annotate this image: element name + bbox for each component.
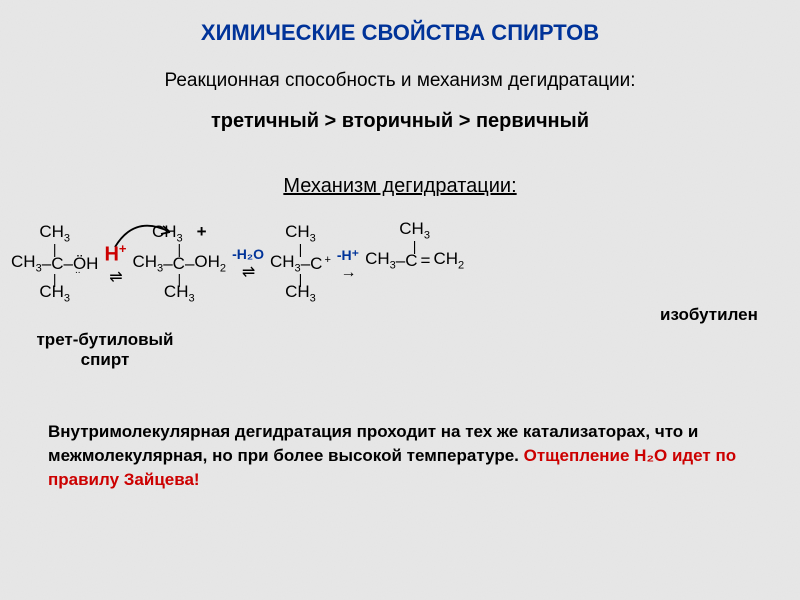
molecule-oxonium: CH3 + | CH3 – C – OH2 | CH3: [132, 223, 226, 306]
atom-ch2: CH2: [433, 250, 464, 272]
hplus-label: H+: [104, 241, 126, 267]
page-title: ХИМИЧЕСКИЕ СВОЙСТВА СПИРТОВ: [0, 20, 800, 46]
atom-c: C: [310, 255, 322, 273]
atom-ch3: CH3: [285, 283, 316, 305]
equilibrium-arrow-icon: ⇌: [109, 267, 121, 287]
reaction-step-dehydration: -H₂O ⇌: [232, 246, 264, 282]
bond-icon: –: [301, 255, 310, 273]
bond-icon: –: [185, 255, 194, 273]
bond-icon: |: [413, 242, 417, 250]
step-label: -H⁺: [337, 247, 359, 264]
molecule-tert-butanol: CH3 | CH3 – C – ÖH.. | CH3: [11, 223, 98, 306]
double-bond-icon: =: [421, 252, 431, 270]
charge-plus-icon: +: [324, 255, 330, 274]
subtitle: Реакционная способность и механизм дегид…: [0, 70, 800, 92]
step-label: -H₂O: [232, 246, 264, 262]
bond-icon: –: [396, 252, 405, 270]
molecule-carbocation: CH3 | CH3 – C + | CH3: [270, 223, 331, 306]
mechanism-heading: Механизм дегидратации:: [0, 175, 800, 198]
reaction-scheme: CH3 | CH3 – C – ÖH.. | CH3 H+ ⇌ CH3 +: [10, 220, 790, 308]
label-tert-butyl: трет-бутиловый спирт: [25, 330, 185, 370]
atom-c: C: [405, 252, 417, 270]
atom-ch3: CH3: [11, 253, 42, 275]
reaction-step-deprotonation: -H⁺ →: [337, 247, 359, 282]
atom-oh2: OH2: [194, 253, 226, 275]
reaction-step-protonation: H+ ⇌: [104, 241, 126, 287]
atom-ch3: CH3: [270, 253, 301, 275]
equilibrium-arrow-icon: ⇌: [242, 262, 254, 282]
footnote: Внутримолекулярная дегидратация проходит…: [48, 420, 752, 491]
atom-ch3: CH3: [365, 250, 396, 272]
bond-icon: –: [163, 255, 172, 273]
atom-ch3: CH3: [132, 253, 163, 275]
atom-ch3: CH3: [39, 283, 70, 305]
forward-arrow-icon: →: [340, 264, 355, 282]
atom-oh: ÖH..: [73, 255, 99, 273]
bond-icon: |: [299, 245, 303, 253]
reactivity-order: третичный > вторичный > первичный: [0, 110, 800, 133]
label-isobutylene: изобутилен: [660, 305, 758, 325]
bond-icon: |: [53, 245, 57, 253]
bond-icon: –: [63, 255, 72, 273]
charge-plus-icon: +: [197, 223, 207, 245]
atom-ch3: CH3: [164, 283, 195, 305]
bond-icon: |: [177, 245, 181, 253]
bond-icon: –: [42, 255, 51, 273]
molecule-isobutylene: CH3 | CH3 – C = CH2: [365, 220, 464, 308]
